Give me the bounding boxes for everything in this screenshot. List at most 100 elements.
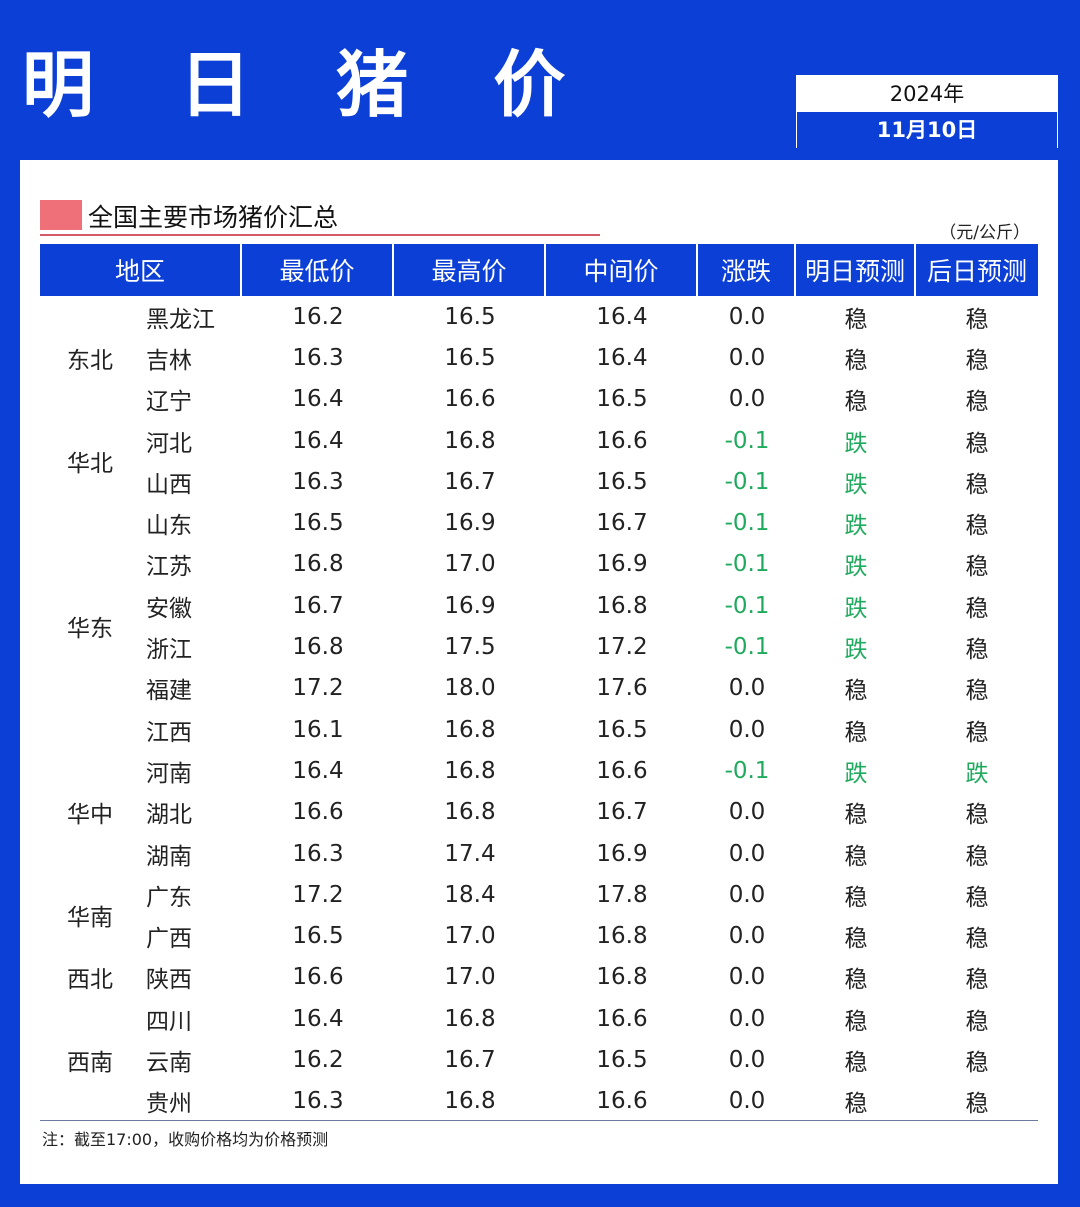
after-forecast-cell: 稳	[965, 513, 989, 540]
province-cell: 四川	[146, 1008, 192, 1035]
table-row: 浙江 16.8 17.5 17.2 -0.1 跌 稳	[40, 626, 1038, 667]
tomorrow-forecast-cell: 稳	[844, 967, 868, 994]
low-price-cell: 16.4	[292, 386, 344, 413]
region-cell: 华北	[67, 451, 113, 478]
high-price-cell: 16.5	[444, 344, 496, 371]
after-forecast-cell: 稳	[965, 637, 989, 664]
mid-price-cell: 16.9	[596, 551, 648, 578]
tomorrow-forecast-cell: 跌	[844, 513, 868, 540]
change-cell: 0.0	[728, 881, 766, 908]
section-underline	[40, 234, 600, 236]
low-price-cell: 17.2	[292, 675, 344, 702]
high-price-cell: 17.0	[444, 964, 496, 991]
change-cell: 0.0	[728, 344, 766, 371]
header-high: 最高价	[394, 244, 547, 296]
table-row: 山西 16.3 16.7 16.5 -0.1 跌 稳	[40, 461, 1038, 502]
low-price-cell: 16.7	[292, 592, 344, 619]
low-price-cell: 16.6	[292, 799, 344, 826]
low-price-cell: 16.4	[292, 1005, 344, 1032]
low-price-cell: 16.2	[292, 1046, 344, 1073]
tomorrow-forecast-cell: 跌	[844, 554, 868, 581]
province-cell: 广西	[146, 926, 192, 953]
province-cell: 贵州	[146, 1091, 192, 1118]
mid-price-cell: 16.7	[596, 799, 648, 826]
high-price-cell: 18.0	[444, 675, 496, 702]
tomorrow-forecast-cell: 稳	[844, 1049, 868, 1076]
tomorrow-forecast-cell: 稳	[844, 1091, 868, 1118]
high-price-cell: 17.0	[444, 923, 496, 950]
low-price-cell: 16.3	[292, 344, 344, 371]
mid-price-cell: 16.5	[596, 468, 648, 495]
mid-price-cell: 17.6	[596, 675, 648, 702]
table-row: 华南 广东 17.2 18.4 17.8 0.0 稳 稳	[40, 874, 1038, 932]
change-cell: -0.1	[724, 468, 770, 495]
mid-price-cell: 16.4	[596, 303, 648, 330]
low-price-cell: 16.8	[292, 634, 344, 661]
high-price-cell: 16.8	[444, 757, 496, 784]
left-frame	[0, 0, 20, 1207]
low-price-cell: 17.2	[292, 881, 344, 908]
low-price-cell: 16.3	[292, 840, 344, 867]
high-price-cell: 16.7	[444, 468, 496, 495]
province-cell: 湖北	[146, 802, 192, 829]
page-title: 明 日 猪 价	[22, 43, 596, 127]
tomorrow-forecast-cell: 稳	[844, 926, 868, 953]
high-price-cell: 17.4	[444, 840, 496, 867]
low-price-cell: 16.4	[292, 757, 344, 784]
mid-price-cell: 17.8	[596, 881, 648, 908]
mid-price-cell: 16.6	[596, 1088, 648, 1115]
header-after: 后日预测	[916, 244, 1039, 296]
tomorrow-forecast-cell: 稳	[844, 843, 868, 870]
table-row: 华中 河南 16.4 16.8 16.6 -0.1 跌 跌	[40, 750, 1038, 828]
tomorrow-forecast-cell: 跌	[844, 595, 868, 622]
province-cell: 河南	[146, 760, 192, 787]
change-cell: 0.0	[728, 386, 766, 413]
after-forecast-cell: 稳	[965, 843, 989, 870]
footnote: 注：截至17:00，收购价格均为价格预测	[42, 1130, 329, 1149]
after-forecast-cell: 跌	[965, 760, 989, 787]
price-panel: 全国主要市场猪价汇总 （元/公斤） 地区 最低价 最高价 中间价 涨跌 明日预测…	[20, 160, 1058, 1184]
tomorrow-forecast-cell: 稳	[844, 389, 868, 416]
province-cell: 湖南	[146, 843, 192, 870]
high-price-cell: 17.0	[444, 551, 496, 578]
low-price-cell: 16.5	[292, 510, 344, 537]
table-row: 西北 陕西 16.6 17.0 16.8 0.0 稳 稳	[40, 957, 1038, 998]
tomorrow-forecast-cell: 跌	[844, 471, 868, 498]
low-price-cell: 16.4	[292, 427, 344, 454]
after-forecast-cell: 稳	[965, 802, 989, 829]
after-forecast-cell: 稳	[965, 1049, 989, 1076]
table-row: 吉林 16.3 16.5 16.4 0.0 稳 稳	[40, 337, 1038, 378]
high-price-cell: 16.7	[444, 1046, 496, 1073]
region-cell: 华南	[67, 905, 113, 932]
after-forecast-cell: 稳	[965, 926, 989, 953]
low-price-cell: 16.8	[292, 551, 344, 578]
province-cell: 江西	[146, 719, 192, 746]
low-price-cell: 16.3	[292, 468, 344, 495]
change-cell: 0.0	[728, 675, 766, 702]
tomorrow-forecast-cell: 稳	[844, 719, 868, 746]
after-forecast-cell: 稳	[965, 306, 989, 333]
change-cell: 0.0	[728, 1046, 766, 1073]
province-cell: 山东	[146, 513, 192, 540]
high-price-cell: 16.9	[444, 592, 496, 619]
low-price-cell: 16.5	[292, 923, 344, 950]
after-forecast-cell: 稳	[965, 1008, 989, 1035]
low-price-cell: 16.6	[292, 964, 344, 991]
after-forecast-cell: 稳	[965, 719, 989, 746]
low-price-cell: 16.1	[292, 716, 344, 743]
tomorrow-forecast-cell: 稳	[844, 802, 868, 829]
mid-price-cell: 16.5	[596, 716, 648, 743]
region-cell: 西北	[67, 967, 113, 994]
change-cell: 0.0	[728, 303, 766, 330]
high-price-cell: 16.6	[444, 386, 496, 413]
header-tomorrow: 明日预测	[796, 244, 917, 296]
table-row: 华北 河北 16.4 16.8 16.6 -0.1 跌 稳	[40, 420, 1038, 478]
low-price-cell: 16.3	[292, 1088, 344, 1115]
table-row: 湖南 16.3 17.4 16.9 0.0 稳 稳	[40, 833, 1038, 874]
change-cell: 0.0	[728, 1088, 766, 1115]
high-price-cell: 16.8	[444, 427, 496, 454]
province-cell: 陕西	[146, 967, 192, 994]
mid-price-cell: 16.7	[596, 510, 648, 537]
mid-price-cell: 16.8	[596, 923, 648, 950]
high-price-cell: 16.5	[444, 303, 496, 330]
